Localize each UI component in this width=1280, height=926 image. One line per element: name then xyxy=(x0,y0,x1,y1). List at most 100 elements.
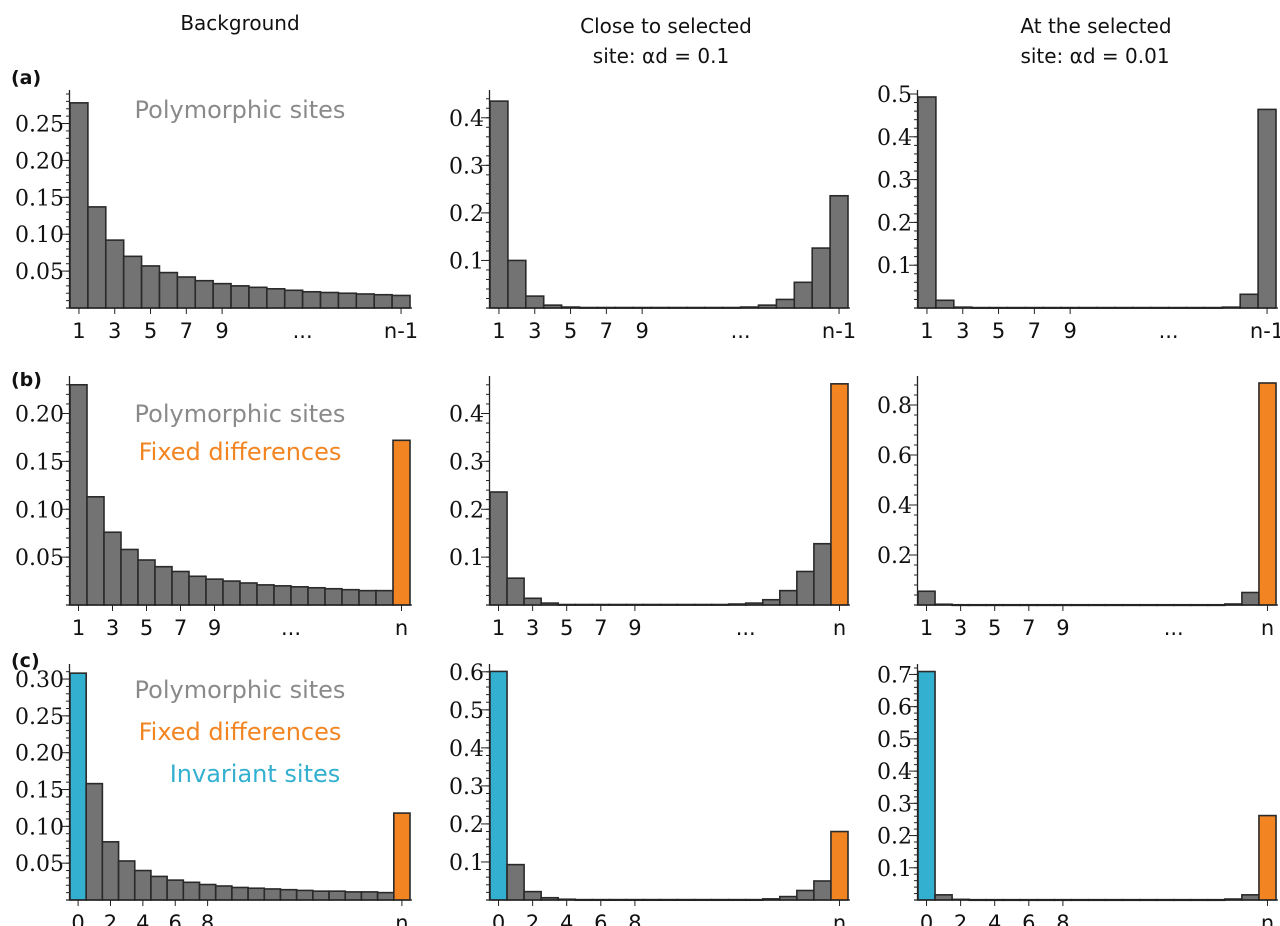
y-tick-label: 0.1 xyxy=(877,254,912,279)
x-tick-label: 5 xyxy=(992,319,1005,343)
bar-polymorphic xyxy=(324,587,343,606)
y-tick-label: 0.4 xyxy=(877,494,912,519)
x-tick-label: 3 xyxy=(526,616,539,640)
y-tick-label: 0.15 xyxy=(15,779,64,804)
bar-polymorphic xyxy=(829,194,849,309)
x-tick-label: n xyxy=(833,616,846,640)
bar-polymorphic xyxy=(87,206,107,309)
panel-r3-c1: 0.05 0.10 0.15 0.20 0.25 0.30 0 2 4 6 8... n Polymor… xyxy=(15,664,412,926)
x-tick-label: 1 xyxy=(72,319,85,343)
bar-invariant xyxy=(489,670,508,901)
x-tick-label: 1 xyxy=(492,319,505,343)
x-tick-label: 5 xyxy=(560,616,573,640)
bar-polymorphic xyxy=(506,863,525,901)
x-tick-label: 3 xyxy=(528,319,541,343)
row-label-a: (a) xyxy=(11,67,41,89)
bar-polymorphic xyxy=(69,383,88,606)
bar-fixed-difference xyxy=(393,812,411,901)
bar-polymorphic xyxy=(122,255,143,309)
bar-polymorphic xyxy=(239,582,258,606)
x-tick-label: 9 xyxy=(215,319,228,343)
bar-polymorphic xyxy=(813,542,832,606)
x-tick-label: 1 xyxy=(920,616,933,640)
x-tick-label: 8 xyxy=(628,911,641,926)
x-tick-label: 9 xyxy=(628,616,641,640)
x-tick-label: 9 xyxy=(1056,616,1069,640)
bar-polymorphic xyxy=(1257,108,1277,309)
bar-polymorphic xyxy=(198,883,217,901)
panels: 0.050.100.150.200.251 3 5 7 9... n-1Polymorph… xyxy=(15,83,1280,926)
panel-r1-c2: 0.1 0.2 0.3 0.4 1 3 5 7 9... n-1 xyxy=(449,90,856,343)
x-tick-label: 2 xyxy=(526,911,539,926)
bar-fixed-difference xyxy=(1258,814,1277,901)
y-tick-label: 0.2 xyxy=(877,211,912,236)
y-tick-label: 0.6 xyxy=(877,444,912,469)
y-tick-label: 0.6 xyxy=(877,696,912,721)
x-tick-label: 8 xyxy=(1056,911,1069,926)
bar-polymorphic xyxy=(137,559,156,606)
y-tick-label: 0.4 xyxy=(449,737,484,762)
x-tick-label: ... xyxy=(293,319,313,343)
legend-polymorphic: Polymorphic sites xyxy=(135,96,346,124)
y-tick-label: 0.2 xyxy=(449,498,484,523)
y-tick-label: 0.10 xyxy=(15,815,64,840)
bar-polymorphic xyxy=(337,292,358,309)
bar-polymorphic xyxy=(344,891,363,901)
x-tick-label: 7 xyxy=(174,616,187,640)
bar-polymorphic xyxy=(182,881,201,901)
bar-polymorphic xyxy=(290,586,309,606)
bar-polymorphic xyxy=(376,891,395,901)
y-tick-label: 0.4 xyxy=(449,107,484,132)
bar-fixed-difference xyxy=(830,383,849,606)
y-tick-label: 0.8 xyxy=(877,394,912,419)
y-tick-label: 0.05 xyxy=(15,852,64,877)
x-tick-label: 6 xyxy=(1022,911,1035,926)
legend-polymorphic: Polymorphic sites xyxy=(135,400,346,428)
legend-invariant: Invariant sites xyxy=(170,760,341,788)
y-tick-label: 0.4 xyxy=(877,760,912,785)
bar-polymorphic xyxy=(358,589,377,606)
bar-polymorphic xyxy=(319,291,340,309)
y-tick-label: 0.30 xyxy=(15,668,64,693)
x-tick-label: 4 xyxy=(136,911,149,926)
bar-polymorphic xyxy=(103,531,122,606)
bar-polymorphic xyxy=(256,584,275,606)
y-tick-label: 0.10 xyxy=(15,223,64,248)
x-tick-label: 9 xyxy=(635,319,648,343)
x-tick-label: ... xyxy=(1159,319,1179,343)
x-tick-label: 7 xyxy=(1022,616,1035,640)
y-tick-label: 0.7 xyxy=(877,663,912,688)
row-label-c: (c) xyxy=(11,650,40,672)
y-tick-label: 0.15 xyxy=(15,186,64,211)
y-tick-label: 0.20 xyxy=(15,403,64,428)
column-title-close-line2: site: αd = 0.1 xyxy=(593,44,729,68)
x-tick-label: ... xyxy=(1164,616,1184,640)
panel-r3-c2: 0.1 0.2 0.3 0.4 0.5 0.6 0 2 4 6 8... n xyxy=(449,661,850,926)
y-tick-label: 0.15 xyxy=(15,450,64,475)
bar-polymorphic xyxy=(523,890,542,901)
bar-polymorphic xyxy=(133,869,152,901)
bar-polymorphic xyxy=(328,890,347,901)
bar-polymorphic xyxy=(373,293,393,309)
panel-r2-c1: 0.05 0.10 0.15 0.20 1 3 5 7 9... n Polymorphic sit… xyxy=(15,376,412,640)
bar-polymorphic xyxy=(176,276,197,309)
panel-r3-c3: 0.1 0.2 0.3 0.4 0.5 0.6 0.7 0 2 4 6 8... n xyxy=(877,663,1278,926)
bar-polymorphic xyxy=(507,259,527,309)
bar-polymorphic xyxy=(917,590,936,606)
y-tick-label: 0.05 xyxy=(15,260,64,285)
bar-polymorphic xyxy=(230,285,250,309)
y-tick-label: 0.25 xyxy=(15,113,64,138)
row-labels: (a) (b) (c) xyxy=(11,67,42,672)
y-tick-label: 0.4 xyxy=(877,126,912,151)
y-tick-label: 0.1 xyxy=(449,851,484,876)
x-tick-label: n xyxy=(833,911,846,926)
x-tick-label: 1 xyxy=(492,616,505,640)
bar-polymorphic xyxy=(158,271,179,309)
bar-polymorphic xyxy=(231,886,249,901)
x-tick-label: 3 xyxy=(956,319,969,343)
y-tick-label: 0.3 xyxy=(449,450,484,475)
bar-polymorphic xyxy=(69,102,89,309)
bar-polymorphic xyxy=(101,841,120,901)
y-tick-label: 0.25 xyxy=(15,705,64,730)
y-tick-label: 0.20 xyxy=(15,149,64,174)
